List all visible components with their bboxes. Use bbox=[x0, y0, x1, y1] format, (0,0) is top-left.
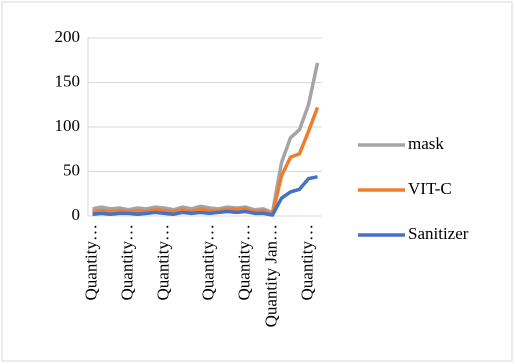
y-tick-label: 150 bbox=[55, 71, 81, 90]
x-tick-label: Quantity Jan… bbox=[261, 224, 280, 327]
legend-label: Sanitizer bbox=[408, 224, 469, 243]
x-tick-label: Quantity… bbox=[297, 224, 316, 301]
x-tick-label: Quantity… bbox=[117, 224, 136, 301]
line-series bbox=[92, 62, 320, 215]
x-tick-label: Quantity… bbox=[153, 224, 172, 301]
y-tick-label: 100 bbox=[55, 116, 81, 135]
y-tick-label: 200 bbox=[55, 27, 81, 46]
legend-label: VIT-C bbox=[408, 179, 452, 198]
x-tick-label: Quantity… bbox=[234, 224, 253, 301]
x-tick-label: Quantity… bbox=[198, 224, 217, 301]
legend-label: mask bbox=[408, 134, 444, 153]
line-series bbox=[92, 175, 318, 217]
y-tick-label: 50 bbox=[63, 160, 80, 179]
x-tick-label: Quantity… bbox=[81, 224, 100, 301]
y-tick-label: 0 bbox=[72, 205, 81, 224]
line-series bbox=[92, 106, 320, 216]
